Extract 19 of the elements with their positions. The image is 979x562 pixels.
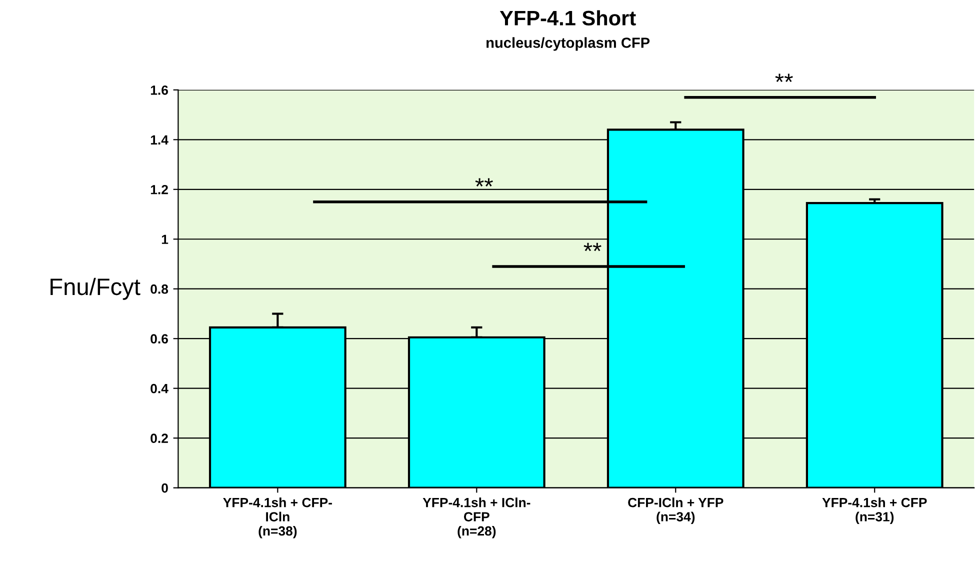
y-tick-label: 1.4: [150, 135, 168, 144]
x-tick-label: YFP-4.1sh + CFP (n=31): [822, 498, 927, 524]
y-tick-label: 1.2: [150, 184, 168, 194]
chart-subtitle: nucleus/cytoplasm CFP: [486, 37, 650, 51]
y-tick-label: 1.6: [150, 85, 168, 95]
x-tick-label: YFP-4.1sh + ICln- CFP (n=28): [422, 498, 530, 538]
x-tick-label: CFP-ICln + YFP (n=34): [628, 498, 724, 524]
text: **: [775, 74, 793, 82]
chart-title: YFP-4.1 Short: [500, 10, 636, 26]
y-axis-title: Fnu/Fcyt: [50, 278, 140, 300]
y-tick-label: 0.8: [150, 284, 168, 294]
y-tick-label: 0.6: [150, 334, 168, 344]
x-tick-label: YFP-4.1sh + CFP- ICln (n=38): [223, 498, 332, 538]
y-tick-label: 0.4: [150, 384, 168, 394]
y-tick-label: 0.2: [150, 434, 168, 443]
y-tick-label: 1: [162, 234, 168, 244]
annotation: **: [584, 242, 602, 252]
annotation: **: [475, 178, 493, 186]
y-tick-label: 0: [162, 483, 168, 493]
